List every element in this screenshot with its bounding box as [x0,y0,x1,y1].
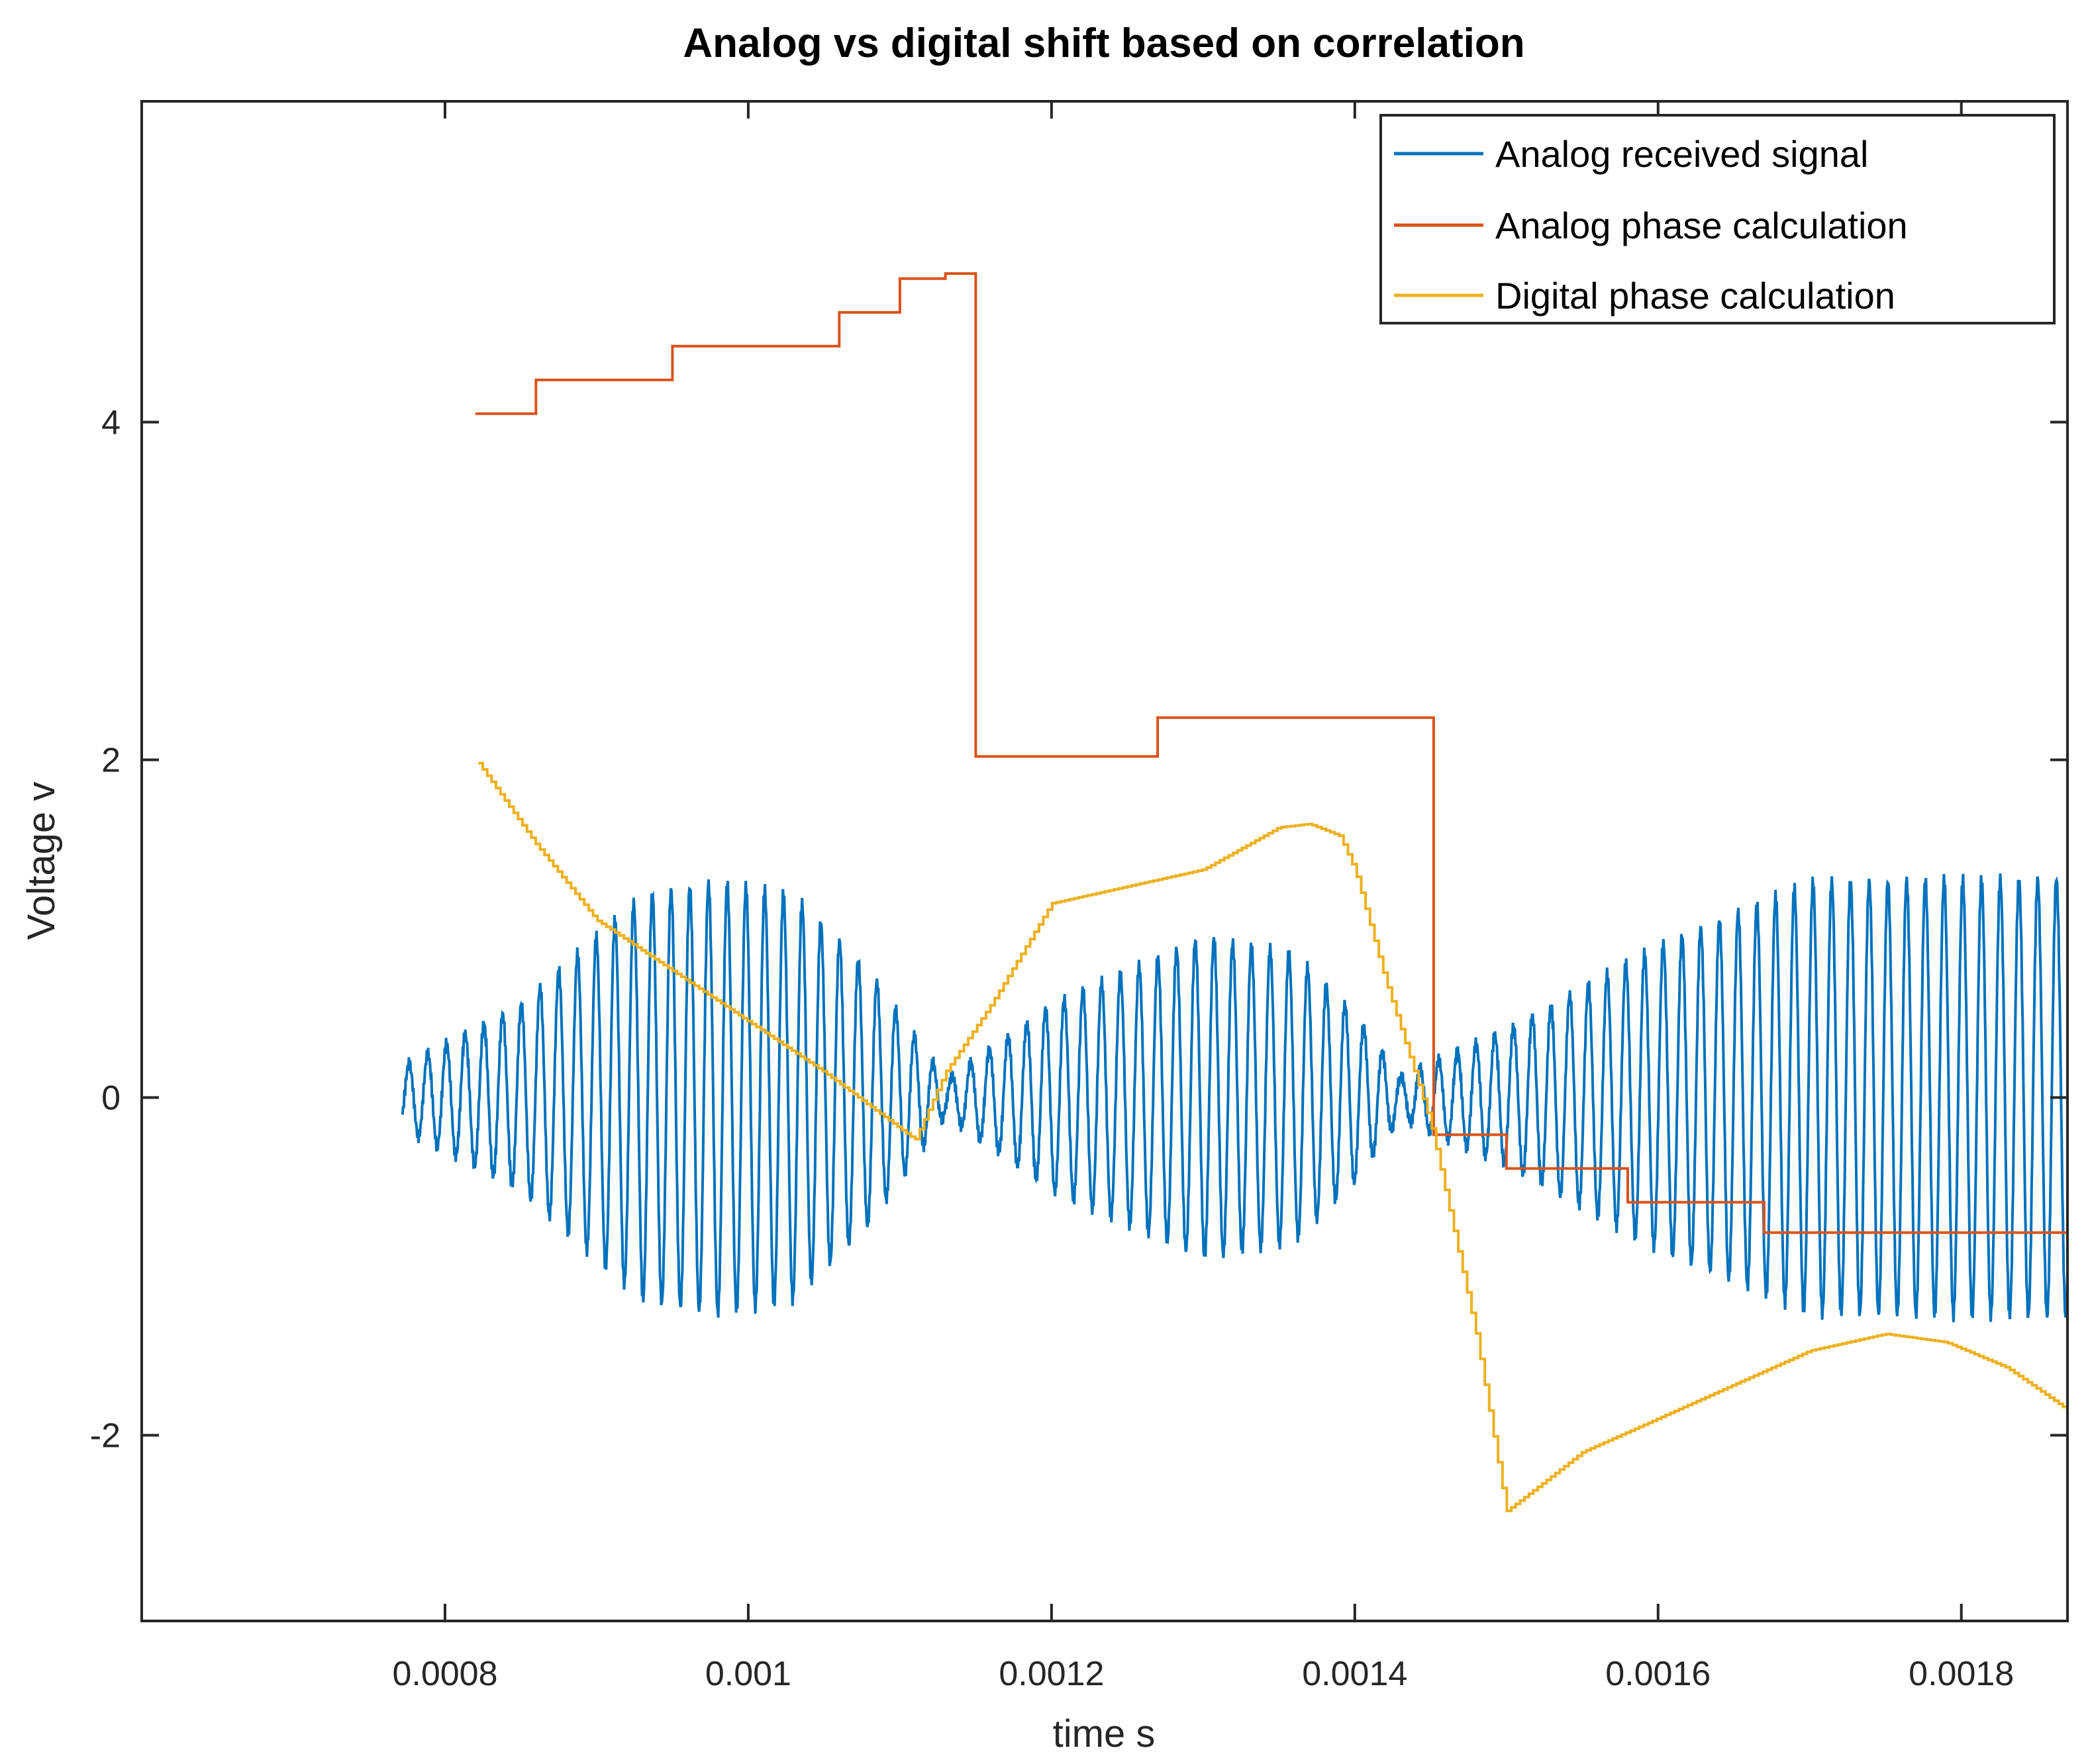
x-tick-label: 0.0012 [999,1655,1104,1693]
legend-label-digital-phase: Digital phase calculation [1495,275,1895,317]
x-tick-label: 0.0018 [1909,1655,2014,1693]
legend-box [1379,114,2056,324]
y-axis-label: Voltage v [20,782,63,940]
legend-label-analog-signal: Analog received signal [1495,133,1868,175]
legend-label-analog-phase: Analog phase calculation [1495,205,1908,246]
y-tick-label: -2 [90,1417,121,1455]
x-tick-label: 0.0016 [1605,1655,1711,1693]
tick-marks [142,101,2067,1621]
series-analog-received-signal [401,873,2067,1322]
series-analog-phase-calculation [475,272,2067,1234]
legend: Analog received signal Analog phase calc… [1379,114,2056,324]
y-tick-label: 0 [101,1079,121,1118]
x-tick-label: 0.001 [705,1655,791,1693]
series-digital-phase-calculation [478,761,2067,1512]
chart-title: Analog vs digital shift based on correla… [683,21,1524,66]
y-tick-label: 4 [101,404,121,442]
x-tick-label: 0.0008 [392,1655,497,1693]
series-layer [401,272,2067,1512]
x-tick-label: 0.0014 [1302,1655,1407,1693]
y-tick-label: 2 [101,742,121,780]
plot-frame [140,100,2069,1622]
x-axis-label: time s [1053,1712,1156,1755]
